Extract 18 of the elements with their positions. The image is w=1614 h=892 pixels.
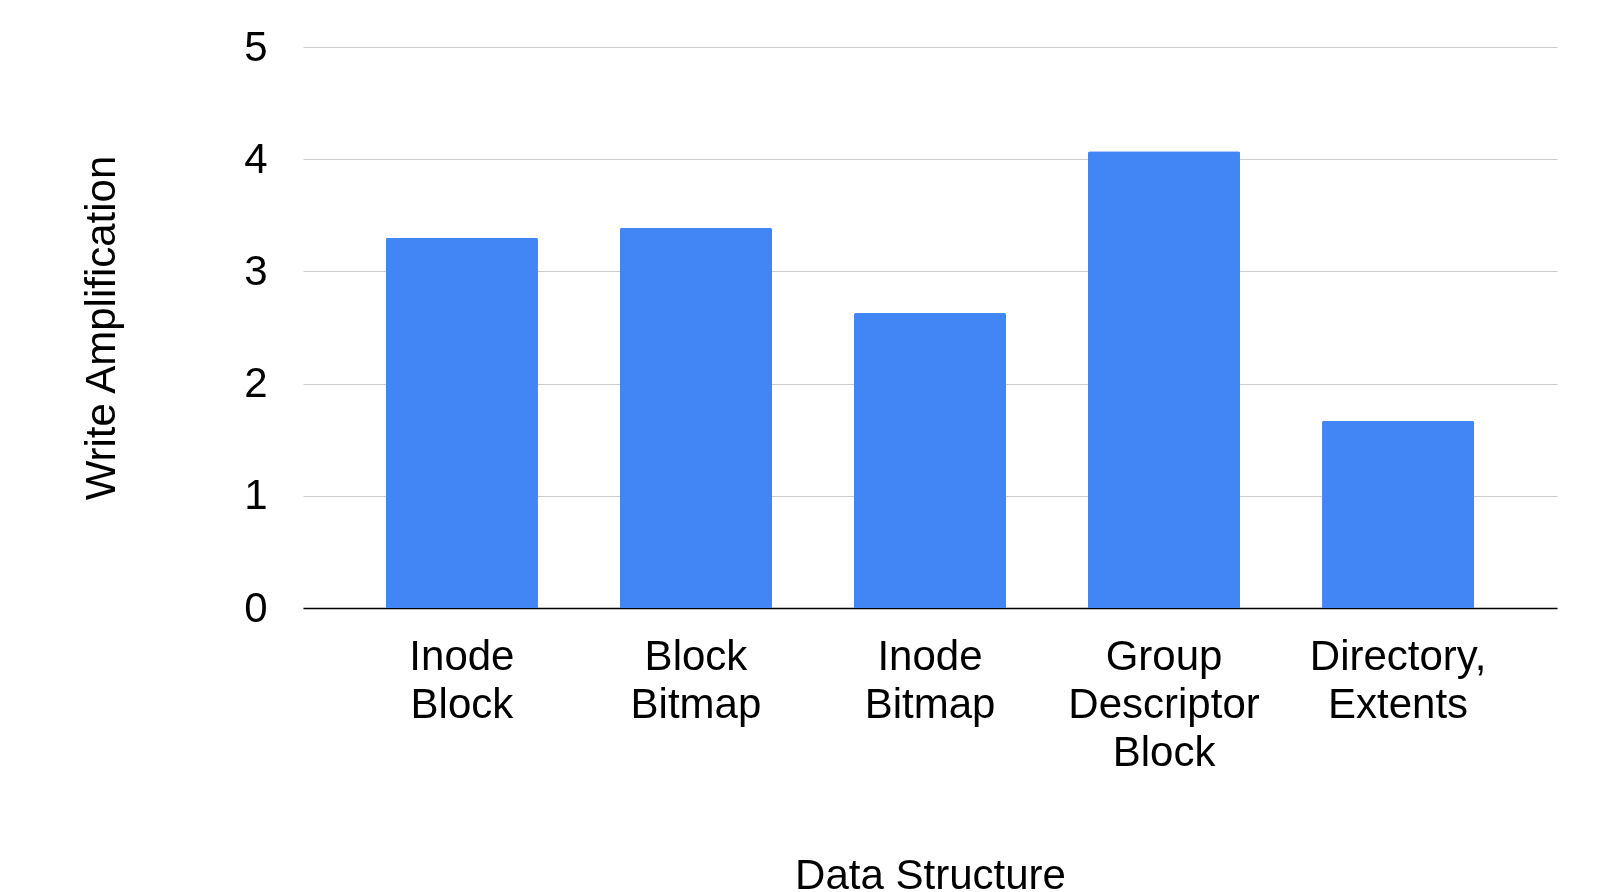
y-axis-title: Write Amplification: [77, 155, 125, 501]
x-tick-label: Inode Block: [409, 631, 515, 727]
x-tick-label: Block Bitmap: [630, 631, 762, 727]
y-tick-label: 1: [244, 471, 268, 519]
x-tick-label: Directory, Extents: [1309, 631, 1487, 727]
y-tick-label: 3: [244, 246, 268, 294]
bar: [1322, 420, 1475, 608]
x-tick-label: Inode Bitmap: [864, 631, 996, 727]
bar: [619, 227, 773, 608]
y-tick-label: 2: [244, 359, 268, 407]
bar: [1087, 151, 1241, 608]
x-axis-title: Data Structure: [795, 850, 1066, 892]
x-tick-label: Group Descriptor Block: [1068, 631, 1260, 775]
y-tick-label: 5: [244, 22, 268, 70]
bar: [385, 237, 538, 608]
y-tick-label: 0: [244, 583, 268, 631]
y-tick-label: 4: [244, 134, 268, 182]
bar: [853, 312, 1007, 608]
